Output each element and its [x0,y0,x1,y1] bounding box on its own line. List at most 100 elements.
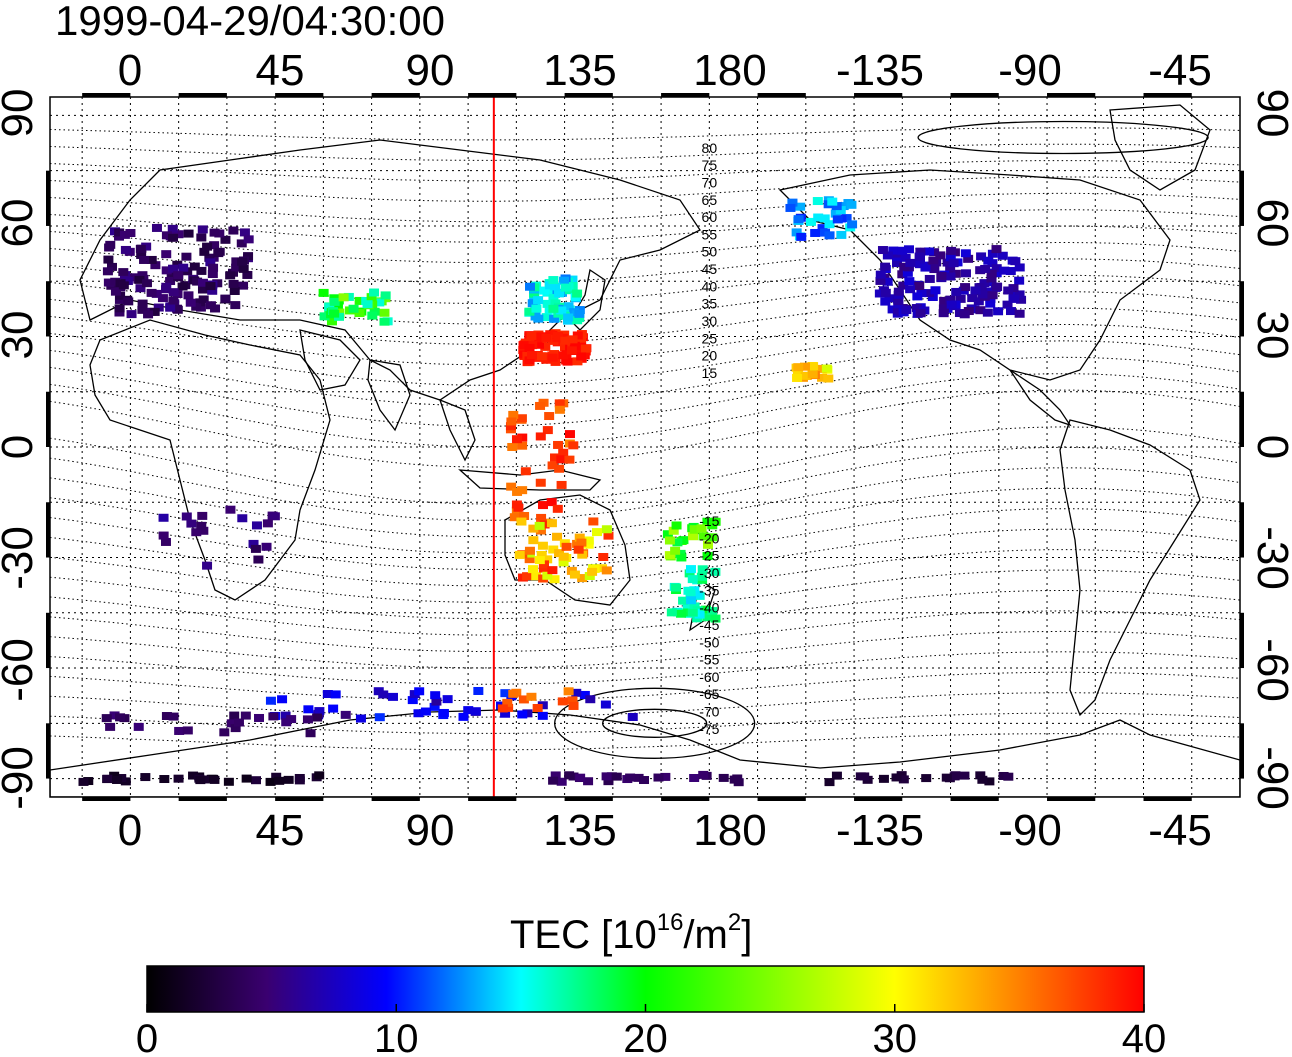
tec-cell [591,528,602,537]
tec-cell [986,269,997,278]
magnetic-contour-line [50,651,1240,685]
tec-cell [831,771,842,780]
tec-cell [997,251,1008,260]
tec-cell [977,775,988,784]
tec-cell [199,247,210,256]
tec-cell [524,307,535,316]
tec-cell [198,295,209,304]
tec-cell [326,317,337,326]
tec-cell [824,231,835,240]
tec-cell [583,777,594,786]
tec-cell [223,777,234,786]
tec-cell [824,778,835,787]
tec-cell [133,722,144,731]
tec-cell [531,304,542,313]
frame-segment-right [1240,170,1244,226]
tec-cell [666,608,677,617]
tec-cell [676,553,687,562]
magnetic-contour-line [50,225,1240,264]
tec-cell [354,309,365,318]
tec-cell [1003,286,1014,295]
tec-cell [566,346,577,355]
tec-cell [122,276,133,285]
magnetic-contour-line [50,143,1240,161]
tec-cell [1009,294,1020,303]
tec-cell [574,309,585,318]
tec-cell [153,303,164,312]
tec-cell [125,228,136,237]
contour-label-south: -70 [699,704,719,720]
lat-left-labels: 90 60 30 0 -30 -60 -90 [0,89,42,810]
tec-cell [506,482,517,491]
tec-cell [696,524,707,533]
tec-cell [143,310,154,319]
tec-cell [1016,295,1027,304]
tec-cell [507,442,518,451]
tec-cell [196,233,207,242]
tec-cell [519,512,530,521]
tec-cell [898,775,909,784]
tec-cell [126,310,137,319]
tec-cell [901,306,912,315]
tec-cell [114,304,125,313]
tec-cell [938,309,949,318]
lon-bottom-label: 45 [256,806,305,855]
tec-cell [506,417,517,426]
coastline-arabia [299,329,361,391]
tec-cell [334,308,345,317]
contour-label-north: 40 [702,278,718,294]
contour-label-north: 35 [702,296,718,312]
tec-cell [196,266,207,275]
tec-cell [891,773,902,782]
tec-cell [897,246,908,255]
tec-cell [209,241,220,250]
tec-cell [558,558,569,567]
lon-bottom-label: -90 [998,806,1062,855]
tec-cell [536,513,547,522]
magnetic-contour-line [50,426,1240,505]
tec-cell [821,364,832,373]
colorbar-title: TEC [1016/m2] [510,909,752,957]
tec-cell [537,501,548,510]
colorbar-ticks: 0 10 20 30 40 [136,1004,1166,1057]
tec-cell [538,564,549,573]
tec-cell [208,263,219,272]
tec-cell [198,526,209,535]
tec-cell [362,300,373,309]
tec-cell [516,517,527,526]
frame-segment-bottom [275,797,324,801]
contour-label-north: 50 [702,244,718,260]
tec-cell [1003,772,1014,781]
tec-cell [528,565,539,574]
tec-measurement-cells [78,196,1027,787]
tec-cell [557,697,568,706]
frame-segment-bottom [1143,797,1192,801]
tec-cell [687,532,698,541]
tec-cell [930,286,941,295]
tec-cell [302,715,313,724]
tec-cell [137,305,148,314]
tec-cell [374,713,385,722]
tec-cell [160,537,171,546]
tec-cell [458,712,469,721]
magnetic-contour-line [50,630,1240,669]
tec-cell [548,304,559,313]
lon-top-label: 135 [543,46,616,95]
frame-segment-top [950,93,999,97]
tec-cell [893,297,904,306]
tec-cell [105,722,116,731]
tec-cell [945,295,956,304]
frame-segment-bottom [950,797,999,801]
tec-cell [710,567,721,576]
tec-cell [225,505,236,514]
magnetic-contour-line [50,389,1240,468]
tec-cell [173,230,184,239]
tec-cell [905,285,916,294]
lon-top-label: 45 [256,46,305,95]
tec-cell [226,719,237,728]
tec-cell [603,531,614,540]
magnetic-contour-line [50,692,1240,718]
frame-segment-right [1240,723,1244,779]
tec-cell [579,690,590,699]
magnetic-contour-line [50,192,1240,223]
